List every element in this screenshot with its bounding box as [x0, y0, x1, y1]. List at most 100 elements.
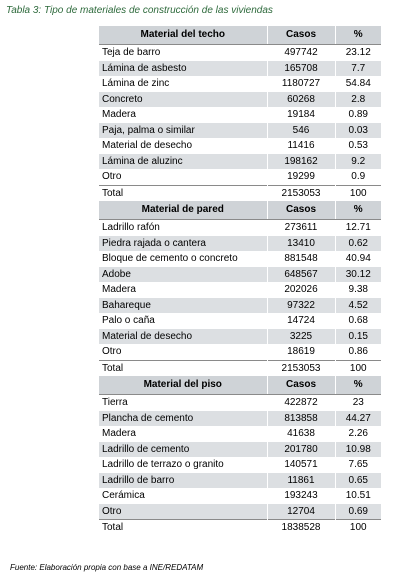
table-row: Ladrillo de cemento 201780 10.98	[99, 441, 381, 457]
percent-cell: 23	[334, 394, 381, 411]
percent-cell: 100	[334, 359, 381, 376]
percent-cell: 0.62	[334, 235, 381, 251]
cases-cell: 193243	[266, 488, 335, 504]
material-cell: Piedra rajada o cantera	[99, 235, 267, 251]
cases-cell: 3225	[266, 328, 335, 344]
table-row: Bloque de cemento o concreto 881548 40.94	[99, 251, 381, 267]
total-row: Total 1838528 100	[99, 519, 381, 536]
material-cell: Total	[99, 359, 267, 376]
cases-cell: 41638	[266, 426, 335, 442]
cases-cell: 19299	[266, 169, 335, 185]
material-cell: Concreto	[99, 91, 267, 107]
table-row: Cerámica 193243 10.51	[99, 488, 381, 504]
cases-cell: 881548	[266, 251, 335, 267]
cases-cell: 11416	[266, 138, 335, 154]
total-row: Total 2153053 100	[99, 359, 381, 376]
material-cell: Lámina de zinc	[102, 78, 170, 89]
material-cell: Paja, palma o similar	[99, 122, 267, 138]
material-cell: Palo o caña	[102, 315, 155, 326]
material-cell: Madera	[102, 428, 136, 439]
cases-cell: 12704	[266, 503, 335, 520]
table-row: Madera 202026 9.38	[99, 282, 381, 298]
percent-cell: 0.15	[334, 328, 381, 344]
percent-cell: 10.51	[334, 488, 381, 504]
table-row: Madera 19184 0.89	[99, 107, 381, 123]
table-row: Ladrillo rafón 273611 12.71	[99, 219, 381, 236]
cases-cell: 202026	[266, 282, 335, 298]
materials-table: Material del techo Casos% Teja de barro 497…	[99, 26, 381, 536]
cases-cell: 2153053	[266, 184, 335, 201]
material-cell: Bahareque	[99, 297, 267, 313]
source-note: Fuente: Elaboración propia con base a IN…	[10, 563, 204, 572]
material-cell: Cerámica	[102, 490, 145, 501]
percent-cell: 7.65	[334, 457, 381, 473]
table-row: Palo o caña 14724 0.68	[99, 313, 381, 329]
material-cell: Adobe	[99, 266, 267, 282]
cases-cell: 14724	[266, 313, 335, 329]
column-header-casos: Casos	[266, 376, 335, 395]
percent-cell: 9.2	[334, 153, 381, 169]
percent-cell: 9.38	[334, 282, 381, 298]
cases-cell: 2153053	[266, 359, 335, 376]
column-header-percent: %	[334, 376, 381, 395]
column-header-percent: %	[334, 26, 381, 45]
percent-cell: 54.84	[334, 76, 381, 92]
column-header-percent: %	[334, 201, 381, 220]
table-row: Plancha de cemento 813858 44.27	[99, 410, 381, 426]
table-row: Lámina de aluzinc 198162 9.2	[99, 153, 381, 169]
percent-cell: 44.27	[334, 410, 381, 426]
material-cell: Lámina de aluzinc	[99, 153, 267, 169]
cases-cell: 201780	[266, 441, 335, 457]
cases-cell: 1838528	[266, 519, 335, 536]
material-cell: Teja de barro	[102, 47, 161, 58]
cases-cell: 11861	[266, 472, 335, 488]
percent-cell: 0.9	[334, 169, 381, 185]
percent-cell: 4.52	[334, 297, 381, 313]
column-header-casos: Casos	[266, 201, 335, 220]
percent-cell: 23.12	[334, 44, 381, 61]
percent-cell: 0.65	[334, 472, 381, 488]
material-cell: Otro	[102, 346, 122, 357]
percent-cell: 40.94	[334, 251, 381, 267]
material-cell: Material de desecho	[102, 140, 193, 151]
percent-cell: 0.89	[334, 107, 381, 123]
column-header-casos: Casos	[266, 26, 335, 45]
total-row: Total 2153053 100	[99, 184, 381, 201]
table-row: Otro 12704 0.69	[99, 503, 381, 520]
table-row: Madera 41638 2.26	[99, 426, 381, 442]
material-cell: Madera	[102, 284, 136, 295]
table-row: Bahareque 97322 4.52	[99, 297, 381, 313]
cases-cell: 97322	[266, 297, 335, 313]
material-cell: Ladrillo de terrazo o granito	[102, 459, 224, 470]
cases-cell: 648567	[266, 266, 335, 282]
table-row: Ladrillo de terrazo o granito 140571 7.65	[99, 457, 381, 473]
percent-cell: 12.71	[334, 219, 381, 236]
percent-cell: 0.86	[334, 344, 381, 360]
percent-cell: 7.7	[334, 60, 381, 76]
percent-cell: 0.03	[334, 122, 381, 138]
material-cell: Lámina de asbesto	[99, 60, 267, 76]
table-row: Ladrillo de barro 11861 0.65	[99, 472, 381, 488]
cases-cell: 813858	[266, 410, 335, 426]
table-row: Paja, palma o similar 546 0.03	[99, 122, 381, 138]
cases-cell: 60268	[266, 91, 335, 107]
table-row: Lámina de zinc 1180727 54.84	[99, 76, 381, 92]
section-title: Material de pared	[99, 201, 267, 220]
cases-cell: 497742	[266, 44, 335, 61]
percent-cell: 100	[334, 519, 381, 536]
percent-cell: 2.8	[334, 91, 381, 107]
table-caption: Tabla 3: Tipo de materiales de construcc…	[6, 5, 273, 16]
table-row: Adobe 648567 30.12	[99, 266, 381, 282]
section-header: Material de pared Casos%	[99, 201, 381, 220]
percent-cell: 0.69	[334, 503, 381, 520]
percent-cell: 2.26	[334, 426, 381, 442]
material-cell: Otro	[99, 503, 267, 520]
percent-cell: 0.68	[334, 313, 381, 329]
section-header: Material del piso Casos%	[99, 376, 381, 395]
cases-cell: 165708	[266, 60, 335, 76]
cases-cell: 13410	[266, 235, 335, 251]
section-header: Material del techo Casos%	[99, 26, 381, 45]
table-row: Lámina de asbesto 165708 7.7	[99, 60, 381, 76]
material-cell: Madera	[102, 109, 136, 120]
cases-cell: 1180727	[266, 76, 335, 92]
